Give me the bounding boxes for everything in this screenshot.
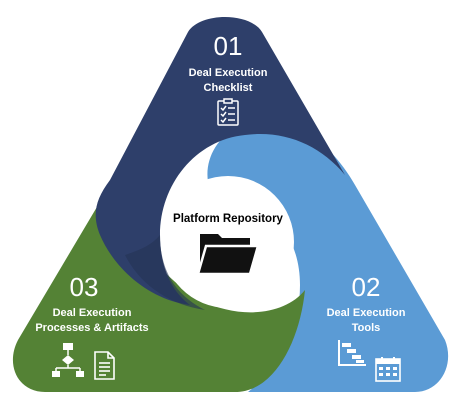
calendar-icon bbox=[375, 357, 401, 382]
segment-01-label-line1: Deal Execution bbox=[189, 67, 268, 79]
segment-03-label-line1: Deal Execution bbox=[53, 307, 132, 319]
segment-03-label-line2: Processes & Artifacts bbox=[35, 322, 148, 334]
segment-02-label-line2: Tools bbox=[352, 322, 381, 334]
segment-01 bbox=[95, 17, 346, 305]
segment-03-number: 03 bbox=[70, 272, 99, 302]
document-icon bbox=[94, 351, 115, 380]
flowchart-icon bbox=[52, 343, 84, 377]
gantt-chart-icon bbox=[338, 340, 366, 366]
segment-01-label-line2: Checklist bbox=[204, 82, 253, 94]
segment-01-number: 01 bbox=[214, 31, 243, 61]
segment-02-label-line1: Deal Execution bbox=[327, 307, 406, 319]
segment-02 bbox=[207, 119, 449, 392]
center-label: Platform Repository bbox=[173, 213, 284, 225]
checklist-icon bbox=[217, 98, 239, 126]
folder-icon bbox=[196, 234, 260, 276]
segment-02-number: 02 bbox=[352, 272, 381, 302]
segment-01-shadow bbox=[125, 235, 205, 310]
